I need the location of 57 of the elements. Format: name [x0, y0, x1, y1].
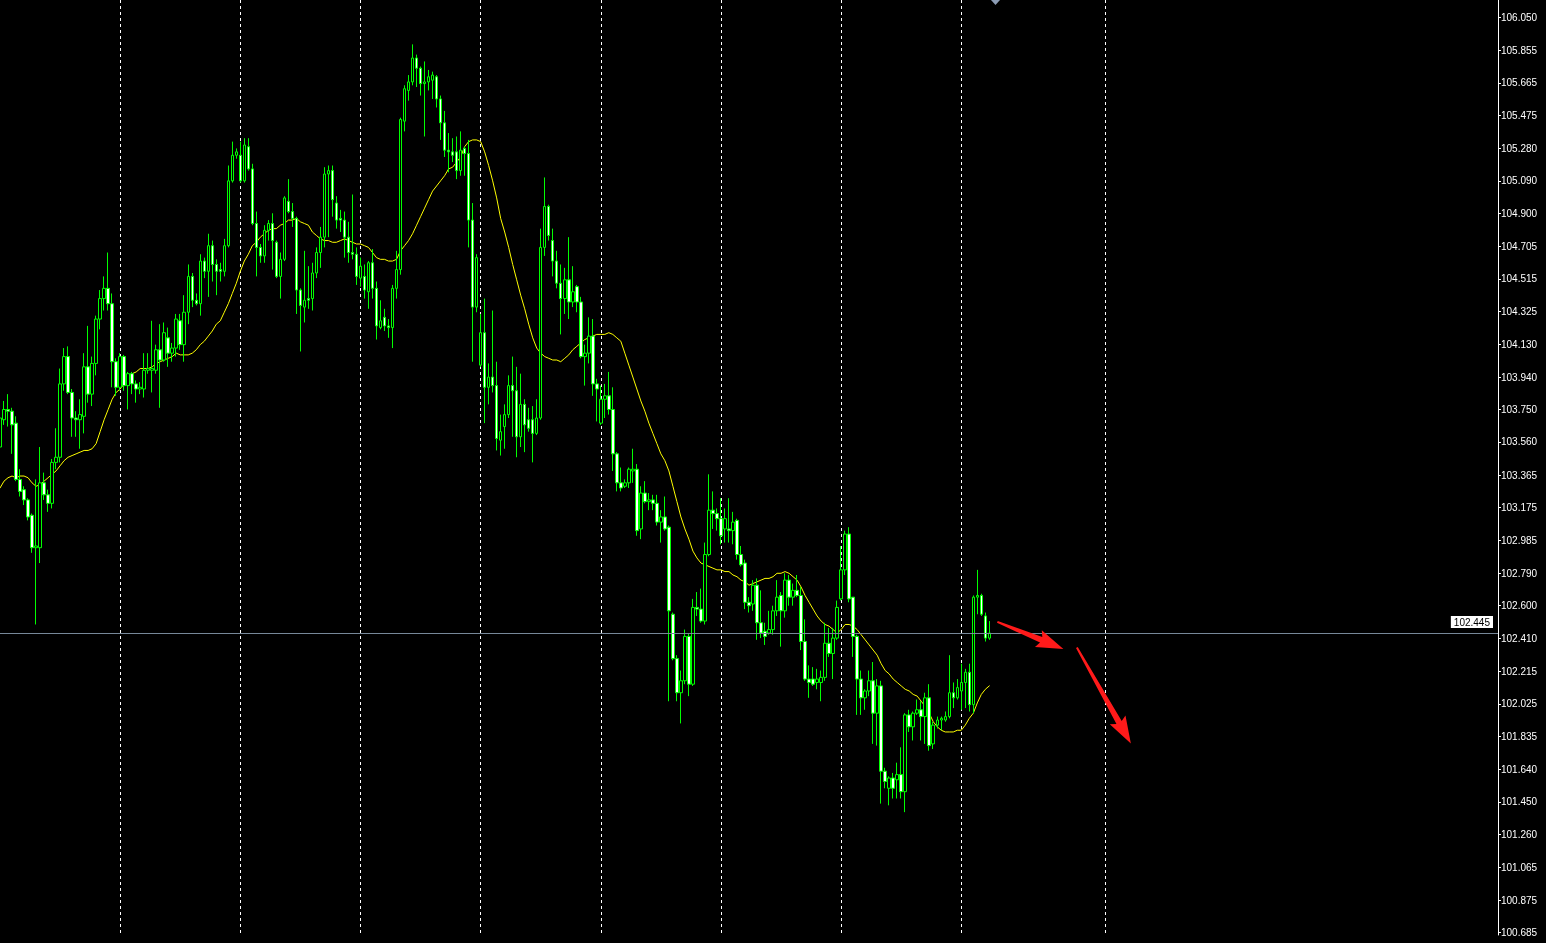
y-tick-label: 102.985 [1501, 534, 1538, 546]
y-tick-label: 100.685 [1501, 926, 1538, 938]
y-tick-label: 105.475 [1501, 109, 1538, 121]
y-tick-label: 105.090 [1501, 175, 1538, 187]
y-tick-label: 103.940 [1501, 371, 1538, 383]
y-tick-label: 104.705 [1501, 241, 1538, 253]
y-tick-label: 101.450 [1501, 796, 1538, 808]
candlestick [207, 233, 210, 298]
line-series [0, 139, 990, 733]
candlestick [150, 320, 154, 393]
candlestick [158, 323, 162, 409]
y-tick-label: 105.665 [1501, 77, 1538, 89]
candlestick [960, 663, 963, 711]
ref-line-label: 102.445 [1453, 616, 1491, 628]
candlestick [964, 668, 967, 709]
candlestick [903, 712, 907, 813]
y-tick-label: 105.855 [1501, 44, 1538, 56]
y-tick-label: 104.900 [1501, 207, 1538, 219]
candlestick [263, 224, 266, 264]
candlestick [343, 211, 346, 259]
candlestick [174, 313, 178, 358]
y-tick-label: 103.560 [1501, 436, 1538, 448]
candlestick [459, 130, 462, 177]
y-tick-label: 101.260 [1501, 828, 1538, 840]
candlestick [271, 212, 274, 271]
y-tick-label: 102.215 [1501, 665, 1538, 677]
y-tick-label: 101.640 [1501, 764, 1538, 775]
y-tick-label: 104.325 [1501, 305, 1538, 317]
y-tick-label: 103.175 [1501, 502, 1538, 514]
y-tick-label: 104.130 [1501, 339, 1538, 351]
y-tick-label: 102.410 [1501, 632, 1538, 644]
candlestick [567, 236, 571, 320]
y-tick-label: 103.750 [1501, 403, 1538, 415]
candlestick [142, 352, 146, 399]
candlestick [727, 497, 731, 544]
candlestick [199, 253, 202, 317]
candlestick [755, 577, 759, 641]
y-tick-label: 102.790 [1501, 567, 1538, 579]
candlestick [871, 661, 875, 745]
candlestick [984, 612, 987, 643]
y-tick-label: 105.280 [1501, 142, 1538, 154]
y-tick-label: 102.025 [1501, 698, 1538, 710]
candlestick [879, 680, 883, 805]
y-tick-label: 103.365 [1501, 469, 1538, 481]
candlestick [423, 60, 426, 137]
candlestick [927, 683, 931, 752]
y-tick-label: 102.600 [1501, 600, 1538, 612]
y-tick-label: 104.515 [1501, 273, 1538, 285]
candlestick [483, 298, 486, 424]
candlestick [335, 195, 338, 230]
y-tick-label: 101.065 [1501, 862, 1538, 874]
y-tick-label: 106.050 [1501, 11, 1538, 23]
candlestick [118, 352, 122, 392]
y-tick-label: 101.835 [1501, 730, 1538, 742]
y-tick-label: 100.875 [1501, 894, 1538, 906]
candlestick [243, 137, 246, 184]
candlestick [948, 654, 951, 719]
